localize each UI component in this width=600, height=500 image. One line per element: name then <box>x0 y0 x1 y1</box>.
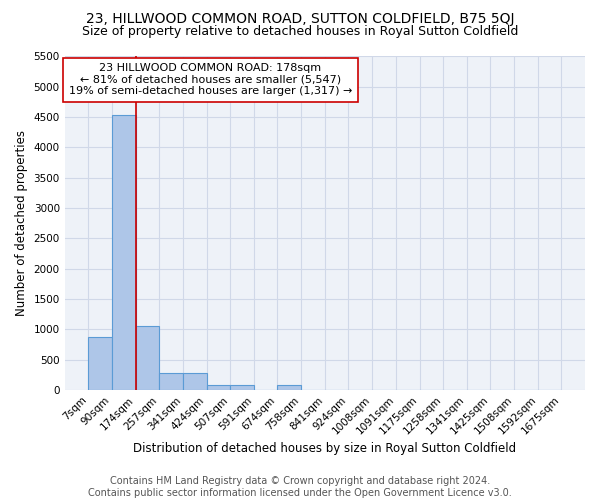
Text: Contains HM Land Registry data © Crown copyright and database right 2024.
Contai: Contains HM Land Registry data © Crown c… <box>88 476 512 498</box>
Bar <box>159 374 183 390</box>
Y-axis label: Number of detached properties: Number of detached properties <box>15 130 28 316</box>
Text: Size of property relative to detached houses in Royal Sutton Coldfield: Size of property relative to detached ho… <box>82 25 518 38</box>
Bar <box>88 336 112 390</box>
Text: 23, HILLWOOD COMMON ROAD, SUTTON COLDFIELD, B75 5QJ: 23, HILLWOOD COMMON ROAD, SUTTON COLDFIE… <box>86 12 514 26</box>
Bar <box>206 384 230 390</box>
Bar <box>277 384 301 390</box>
Bar <box>183 374 206 390</box>
Text: 23 HILLWOOD COMMON ROAD: 178sqm
← 81% of detached houses are smaller (5,547)
19%: 23 HILLWOOD COMMON ROAD: 178sqm ← 81% of… <box>68 63 352 96</box>
Bar <box>230 384 254 390</box>
Bar <box>112 114 136 390</box>
Bar <box>136 326 159 390</box>
X-axis label: Distribution of detached houses by size in Royal Sutton Coldfield: Distribution of detached houses by size … <box>133 442 517 455</box>
